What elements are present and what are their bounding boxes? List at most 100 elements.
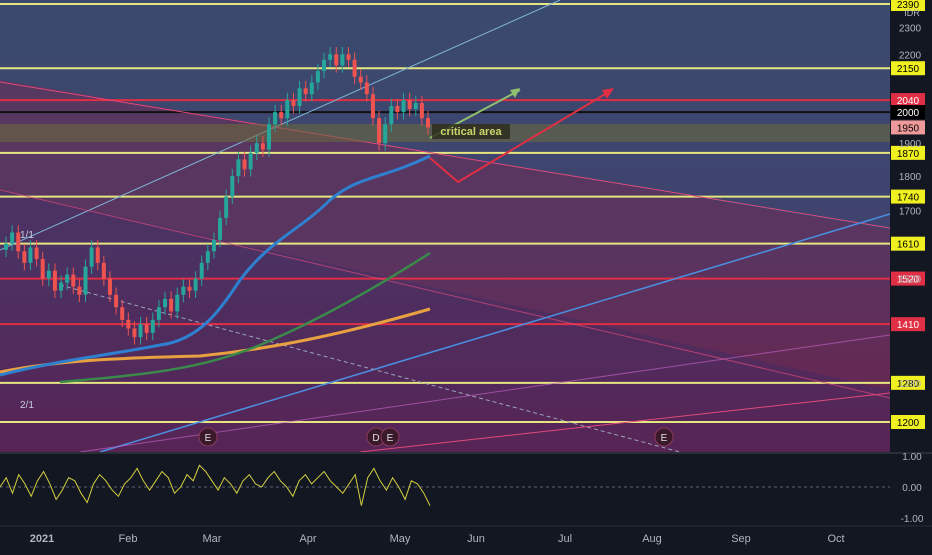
candle-body <box>334 54 339 66</box>
candle-body <box>236 159 241 177</box>
candle-body <box>230 176 235 197</box>
candle-body <box>156 307 161 320</box>
price-tag-label-2390: 2390 <box>897 0 920 11</box>
candle-body <box>395 106 400 113</box>
event-marker[interactable] <box>198 427 218 447</box>
candle-body <box>83 266 88 295</box>
price-tag-2150 <box>891 61 925 76</box>
candle-body <box>266 124 271 150</box>
candle-body <box>163 298 168 308</box>
candle-body <box>352 59 357 77</box>
candle-body <box>291 100 296 107</box>
event-marker[interactable] <box>380 427 400 447</box>
candles-group <box>4 47 430 345</box>
candle-body <box>181 286 186 295</box>
price-tag-1280 <box>891 375 925 390</box>
descending-red-line <box>0 81 891 229</box>
event-marker-label: E <box>387 433 394 444</box>
price-tag-1950 <box>891 120 925 135</box>
candle-body <box>315 71 320 83</box>
y-tick-2200: 2200 <box>899 50 922 61</box>
fib-label-top: 1/1 <box>20 230 34 241</box>
y-tick-1700: 1700 <box>899 207 922 218</box>
candle-body <box>89 247 94 267</box>
blue-fan-zone <box>0 190 890 452</box>
event-marker-label: E <box>661 433 668 444</box>
osc-tick: 1.00 <box>902 452 922 463</box>
candle-body <box>132 328 137 338</box>
arrow-head-red <box>602 88 614 99</box>
candle-body <box>309 82 314 95</box>
candle-body <box>328 54 333 60</box>
price-tag-1520 <box>891 271 925 286</box>
x-tick-Mar: Mar <box>203 533 222 545</box>
x-tick-2021: 2021 <box>30 533 54 545</box>
candle-body <box>218 217 223 240</box>
candle-body <box>389 106 394 125</box>
fib-label-bottom: 2/1 <box>20 400 34 411</box>
price-tag-label-1740: 1740 <box>897 193 920 204</box>
candle-body <box>279 112 284 119</box>
y-tick-2300: 2300 <box>899 23 922 34</box>
currency-label: IDR <box>904 8 920 18</box>
candle-body <box>126 319 131 329</box>
price-tag-1610 <box>891 236 925 251</box>
candle-body <box>248 152 253 170</box>
candle-body <box>419 103 424 119</box>
candle-body <box>322 59 327 72</box>
y-tick-1900: 1900 <box>899 139 922 150</box>
y-tick-1800: 1800 <box>899 172 922 183</box>
x-tick-Jul: Jul <box>558 533 572 545</box>
candle-body <box>193 278 198 291</box>
arrow-head-green <box>510 88 520 98</box>
candle-body <box>205 251 210 263</box>
candle-body <box>22 251 27 263</box>
critical-area-label-box <box>432 124 510 139</box>
candle-body <box>346 54 351 60</box>
candle-body <box>413 103 418 110</box>
rising-red-line <box>359 392 891 453</box>
candle-body <box>297 88 302 107</box>
osc-tick: -1.00 <box>901 514 924 525</box>
descending-red-line-2 <box>0 189 891 399</box>
candle-body <box>107 278 112 295</box>
plot-background <box>0 0 890 452</box>
x-tick-Feb: Feb <box>119 533 138 545</box>
candle-body <box>370 94 375 119</box>
candle-body <box>101 262 106 279</box>
candle-body <box>211 239 216 252</box>
candle-body <box>426 118 430 128</box>
x-tick-Sep: Sep <box>731 533 751 545</box>
candle-body <box>254 143 259 153</box>
candle-body <box>303 88 308 95</box>
candle-body <box>46 270 51 279</box>
price-tag-label-1520: 1520 <box>897 275 920 286</box>
critical-area-label: critical area <box>440 126 502 138</box>
x-tick-Jun: Jun <box>467 533 485 545</box>
candle-body <box>71 274 76 287</box>
oscillator-background <box>0 454 890 525</box>
candle-body <box>16 232 21 252</box>
candle-body <box>175 294 180 312</box>
candle-body <box>260 143 265 150</box>
x-tick-Aug: Aug <box>642 533 662 545</box>
event-marker[interactable] <box>654 427 674 447</box>
price-tag-1410 <box>891 317 925 332</box>
candle-body <box>40 258 45 279</box>
candle-body <box>340 54 345 66</box>
candle-body <box>285 100 290 119</box>
x-tick-Apr: Apr <box>299 533 316 545</box>
candle-body <box>273 112 278 125</box>
candle-body <box>52 270 57 291</box>
price-tag-label-1280: 1280 <box>897 379 920 390</box>
event-marker-label: D <box>372 433 379 444</box>
price-tag-2040 <box>891 93 925 108</box>
candle-body <box>169 298 174 312</box>
candle-body <box>242 159 247 170</box>
candle-body <box>114 294 119 308</box>
dashed-line <box>59 284 681 453</box>
candle-body <box>358 76 363 83</box>
candle-body <box>59 282 64 291</box>
